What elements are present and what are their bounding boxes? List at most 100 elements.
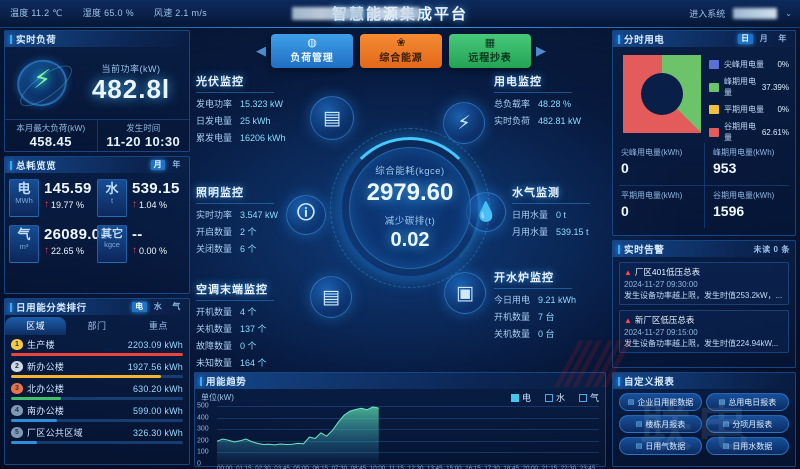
total-item-gas: 气 m³ 26089.00 ↑ 22.65 % (9, 225, 109, 263)
monthly-max-load-label: 本月最大负荷(kW) (16, 123, 86, 133)
list-item[interactable]: 4 南办公楼 599.00 kWh (11, 404, 183, 422)
y-tick-500: 500 (197, 402, 209, 410)
checkbox-icon[interactable] (510, 393, 519, 402)
rank-medal-icon: 3 (11, 383, 23, 394)
tab-key[interactable]: 重点 (148, 321, 168, 331)
ranking-value: 2203.09 kWh (127, 339, 183, 350)
water-cn-label: 水 (105, 181, 119, 196)
reports-grid: ▤ 企业日用能数据 ▤ 总用电日报表 ▤ 楼栋月报表 ▤ 分项月报表 ▤ 日用气… (613, 389, 795, 459)
lightning-badge-icon: ⚡ (9, 52, 77, 114)
total-consumption-title: 总耗览览 (16, 161, 57, 172)
tou-legend: 尖峰用电量 0% 峰期用电量 37.39% 平期用电量 0% 谷期用电量 62.… (701, 55, 789, 142)
lighting-label-1: 开启数量 (196, 227, 233, 237)
list-item[interactable]: 5 厂区公共区域 326.30 kWh (11, 426, 183, 444)
trend-legend-gas[interactable]: 气 (578, 391, 599, 404)
realtime-load-panel: 实时负荷 ⚡ 当前功率(kW) 482.8l 本月最大负荷(kW) 458.45… (4, 30, 190, 152)
nav-button-remote-metering[interactable]: ▦ 远程抄表 (449, 34, 531, 68)
list-item[interactable]: 2 新办公楼 1927.56 kWh (11, 360, 183, 378)
other-values: -- ↑ 0.00 % (132, 225, 167, 263)
company-logo-secondary (368, 7, 420, 20)
boiler-monitor-title: 开水炉监控 (494, 269, 572, 289)
report-button-subitem-monthly[interactable]: ▤ 分项月报表 (706, 415, 789, 433)
toggle-water[interactable]: 水 (153, 302, 163, 311)
report-button-daily-gas[interactable]: ▤ 日用气数据 (619, 437, 702, 455)
nav-prev-arrow-icon[interactable]: ◀ (256, 43, 266, 58)
lighting-value-1: 2 个 (240, 227, 257, 237)
nav-next-arrow-icon[interactable]: ▶ (536, 43, 546, 58)
nav-button-integrated-energy[interactable]: ❀ 综合能源 (360, 34, 442, 68)
hvac-row-on: 开机数量 4 个 (196, 305, 274, 318)
list-item[interactable]: 3 北办公楼 630.20 kWh (11, 382, 183, 400)
toggle-gas[interactable]: 气 (172, 302, 181, 311)
tou-cell-flat: 平期用电量(kWh) 0 (619, 185, 704, 228)
enter-system-link[interactable]: 进入系统 (689, 9, 726, 19)
ranking-progress-fill (11, 441, 37, 444)
chevron-down-icon[interactable]: ⌄ (785, 9, 792, 18)
tab-area[interactable]: 区域 (5, 317, 67, 335)
report-label: 日用气数据 (645, 441, 686, 451)
toggle-year[interactable]: 年 (172, 160, 181, 169)
tab-department[interactable]: 部门 (87, 321, 107, 331)
x-tick: 17:30 (484, 465, 500, 469)
hvac-monitor-block: 空调末端监控 开机数量 4 个 关机数量 137 个 故障数量 0 个 未知数量 164… (196, 280, 274, 373)
report-button-building-monthly[interactable]: ▤ 楼栋月报表 (619, 415, 702, 433)
toggle-month[interactable]: 月 (759, 34, 769, 43)
tou-cell-sharp-peak: 尖峰用电量(kWh) 0 (619, 143, 704, 185)
gas-cn-label: 气 (17, 227, 31, 242)
report-label: 企业日用能数据 (637, 397, 694, 407)
bolt-icon: ⚡ (33, 64, 52, 94)
ranking-name: 厂区公共区域 (27, 428, 83, 438)
electricity-badge: 电 MWh (9, 179, 39, 217)
realtime-load-title-bar: 实时负荷 (5, 31, 189, 47)
report-button-daily-water[interactable]: ▤ 日用水数据 (706, 437, 789, 455)
trend-legend-electricity[interactable]: 电 (510, 391, 531, 404)
occurrence-time-value: 11-20 10:30 (106, 134, 181, 149)
ranking-value: 630.20 kWh (132, 383, 183, 394)
trend-unit-label: 单位(kW) (201, 393, 234, 402)
list-item[interactable]: ▲ 新厂区低压总表 2024-11-27 09:15:00 发生设备功率越上限，… (619, 310, 789, 353)
power-label-1: 实时负荷 (494, 116, 531, 126)
water-label-0: 日用水量 (512, 210, 549, 220)
y-tick-300: 300 (197, 425, 209, 433)
report-button-enterprise-daily-energy[interactable]: ▤ 企业日用能数据 (619, 393, 702, 411)
alarm-timestamp: 2024-11-27 09:15:00 (624, 328, 698, 337)
other-cn-label: 其它 (101, 228, 123, 240)
energy-trend-panel: 用能趋势 单位(kW) 电 水 气 500 400 (194, 372, 606, 469)
nav-label-load-management: 负荷管理 (290, 53, 334, 64)
power-monitor-block: 用电监控 总负载率 48.28 % 实时负荷 482.81 kW (494, 72, 581, 131)
trend-legend: 电 水 气 (510, 391, 599, 404)
tou-chart-area: 尖峰用电量 0% 峰期用电量 37.39% 平期用电量 0% 谷期用电量 62.… (613, 47, 795, 143)
toggle-day[interactable]: 日 (738, 34, 753, 44)
toggle-year[interactable]: 年 (778, 34, 787, 43)
hvac-row-off: 关机数量 137 个 (196, 322, 274, 335)
checkbox-icon[interactable] (544, 393, 553, 402)
trend-legend-water[interactable]: 水 (544, 391, 565, 404)
title-accent-bar (618, 376, 620, 386)
ranking-title: 日用能分类排行 (16, 303, 87, 314)
other-unit: kgce (104, 240, 120, 250)
current-power-label: 当前功率(kW) (101, 63, 161, 74)
tou-cell-peak: 峰期用电量(kWh) 953 (704, 143, 789, 185)
toggle-month[interactable]: 月 (150, 160, 166, 170)
ranking-name: 新办公楼 (27, 362, 65, 372)
report-button-total-electricity-daily[interactable]: ▤ 总用电日报表 (706, 393, 789, 411)
list-item[interactable]: 1 生产楼 2203.09 kWh (11, 338, 183, 356)
tou-cell-label: 尖峰用电量(kWh) (621, 148, 683, 157)
nav-button-load-management[interactable]: ◍ 负荷管理 (271, 34, 353, 68)
time-of-use-panel: 分时用电 日 月 年 尖峰用电量 0% 峰期用电量 37.39% (612, 30, 796, 236)
total-item-other: 其它 kgce -- ↑ 0.00 % (97, 225, 185, 263)
user-name[interactable] (733, 8, 778, 19)
boiler-label-1: 开机数量 (494, 312, 531, 322)
gas-change: ↑ 22.65 % (44, 245, 109, 256)
pv-row-total-generation: 累发电量 16206 kWh (196, 131, 286, 144)
weather-temperature: 温度 11.2 ℃ (10, 8, 63, 18)
alarm-title-bar: 实时告警 未读 0 条 (613, 241, 795, 257)
arrow-up-icon: ↑ (132, 199, 137, 211)
title-accent-bar (618, 34, 620, 44)
y-tick-400: 400 (197, 414, 209, 422)
y-tick-100: 100 (197, 448, 209, 456)
toggle-electricity[interactable]: 电 (132, 302, 147, 312)
alarm-header: ▲ 厂区401低压总表 (624, 266, 784, 278)
checkbox-icon[interactable] (578, 393, 587, 402)
list-item[interactable]: ▲ 厂区401低压总表 2024-11-27 09:30:00 发生设备功率越上… (619, 262, 789, 305)
